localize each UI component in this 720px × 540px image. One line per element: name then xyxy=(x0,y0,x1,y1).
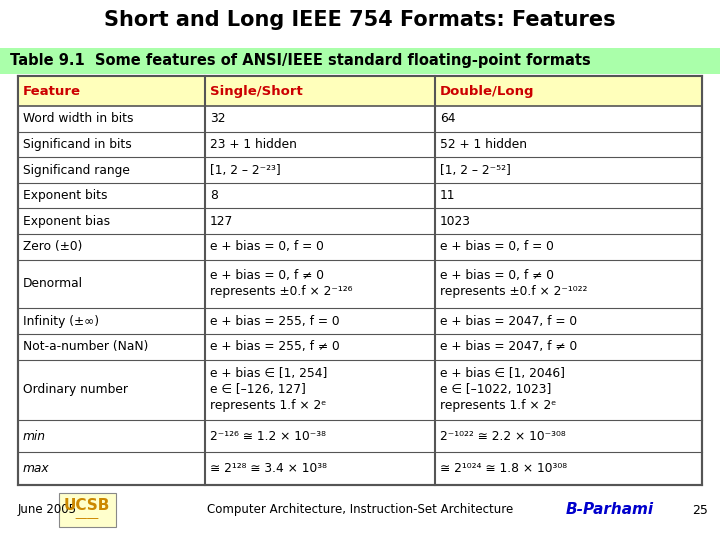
Text: e + bias = 255, f ≠ 0: e + bias = 255, f ≠ 0 xyxy=(210,340,340,353)
Text: 23 + 1 hidden: 23 + 1 hidden xyxy=(210,138,297,151)
Text: Not-a-number (NaN): Not-a-number (NaN) xyxy=(23,340,148,353)
Text: e + bias = 2047, f ≠ 0: e + bias = 2047, f ≠ 0 xyxy=(440,340,577,353)
Text: e + bias = 0, f ≠ 0
represents ±0.f × 2⁻¹⁰²²: e + bias = 0, f ≠ 0 represents ±0.f × 2⁻… xyxy=(440,269,588,299)
Text: Table 9.1  Some features of ANSI/IEEE standard floating-point formats: Table 9.1 Some features of ANSI/IEEE sta… xyxy=(10,53,590,69)
Text: Computer Architecture, Instruction-Set Architecture: Computer Architecture, Instruction-Set A… xyxy=(207,503,513,516)
Text: Zero (±0): Zero (±0) xyxy=(23,240,82,253)
Text: ≅ 2¹²⁸ ≅ 3.4 × 10³⁸: ≅ 2¹²⁸ ≅ 3.4 × 10³⁸ xyxy=(210,462,327,475)
Text: e + bias = 2047, f = 0: e + bias = 2047, f = 0 xyxy=(440,315,577,328)
Text: B-Parhami: B-Parhami xyxy=(566,503,654,517)
Text: ——: —— xyxy=(74,512,99,525)
Text: e + bias = 0, f = 0: e + bias = 0, f = 0 xyxy=(210,240,324,253)
Text: Exponent bits: Exponent bits xyxy=(23,189,107,202)
Bar xyxy=(18,76,702,485)
Bar xyxy=(18,76,702,106)
FancyBboxPatch shape xyxy=(59,493,116,527)
Text: Ordinary number: Ordinary number xyxy=(23,383,128,396)
Text: e + bias ∈ [1, 254]
e ∈ [–126, 127]
represents 1.f × 2ᵉ: e + bias ∈ [1, 254] e ∈ [–126, 127] repr… xyxy=(210,367,328,412)
Text: Infinity (±∞): Infinity (±∞) xyxy=(23,315,99,328)
Text: 2⁻¹²⁶ ≅ 1.2 × 10⁻³⁸: 2⁻¹²⁶ ≅ 1.2 × 10⁻³⁸ xyxy=(210,430,326,443)
Text: max: max xyxy=(23,462,50,475)
Text: e + bias = 0, f = 0: e + bias = 0, f = 0 xyxy=(440,240,554,253)
Text: 64: 64 xyxy=(440,112,456,125)
Text: 2⁻¹⁰²² ≅ 2.2 × 10⁻³⁰⁸: 2⁻¹⁰²² ≅ 2.2 × 10⁻³⁰⁸ xyxy=(440,430,566,443)
Text: Significand range: Significand range xyxy=(23,164,130,177)
Text: Exponent bias: Exponent bias xyxy=(23,215,110,228)
Text: Significand in bits: Significand in bits xyxy=(23,138,132,151)
Text: UCSB: UCSB xyxy=(64,498,110,514)
Text: Denormal: Denormal xyxy=(23,278,83,291)
Text: min: min xyxy=(23,430,46,443)
Text: Double/Long: Double/Long xyxy=(440,85,534,98)
Text: [1, 2 – 2⁻²³]: [1, 2 – 2⁻²³] xyxy=(210,164,281,177)
Text: Word width in bits: Word width in bits xyxy=(23,112,133,125)
Bar xyxy=(0,48,720,74)
Text: 32: 32 xyxy=(210,112,225,125)
Text: [1, 2 – 2⁻⁵²]: [1, 2 – 2⁻⁵²] xyxy=(440,164,511,177)
Text: 127: 127 xyxy=(210,215,233,228)
Text: 11: 11 xyxy=(440,189,456,202)
Text: 8: 8 xyxy=(210,189,218,202)
Text: e + bias = 0, f ≠ 0
represents ±0.f × 2⁻¹²⁶: e + bias = 0, f ≠ 0 represents ±0.f × 2⁻… xyxy=(210,269,353,299)
Text: 25: 25 xyxy=(692,503,708,516)
Text: 52 + 1 hidden: 52 + 1 hidden xyxy=(440,138,527,151)
Text: e + bias ∈ [1, 2046]
e ∈ [–1022, 1023]
represents 1.f × 2ᵉ: e + bias ∈ [1, 2046] e ∈ [–1022, 1023] r… xyxy=(440,367,565,412)
Text: e + bias = 255, f = 0: e + bias = 255, f = 0 xyxy=(210,315,340,328)
Text: Feature: Feature xyxy=(23,85,81,98)
Text: ≅ 2¹⁰²⁴ ≅ 1.8 × 10³⁰⁸: ≅ 2¹⁰²⁴ ≅ 1.8 × 10³⁰⁸ xyxy=(440,462,567,475)
Text: Short and Long IEEE 754 Formats: Features: Short and Long IEEE 754 Formats: Feature… xyxy=(104,10,616,30)
Text: June 2005: June 2005 xyxy=(18,503,77,516)
Text: 1023: 1023 xyxy=(440,215,471,228)
Text: Single/Short: Single/Short xyxy=(210,85,302,98)
